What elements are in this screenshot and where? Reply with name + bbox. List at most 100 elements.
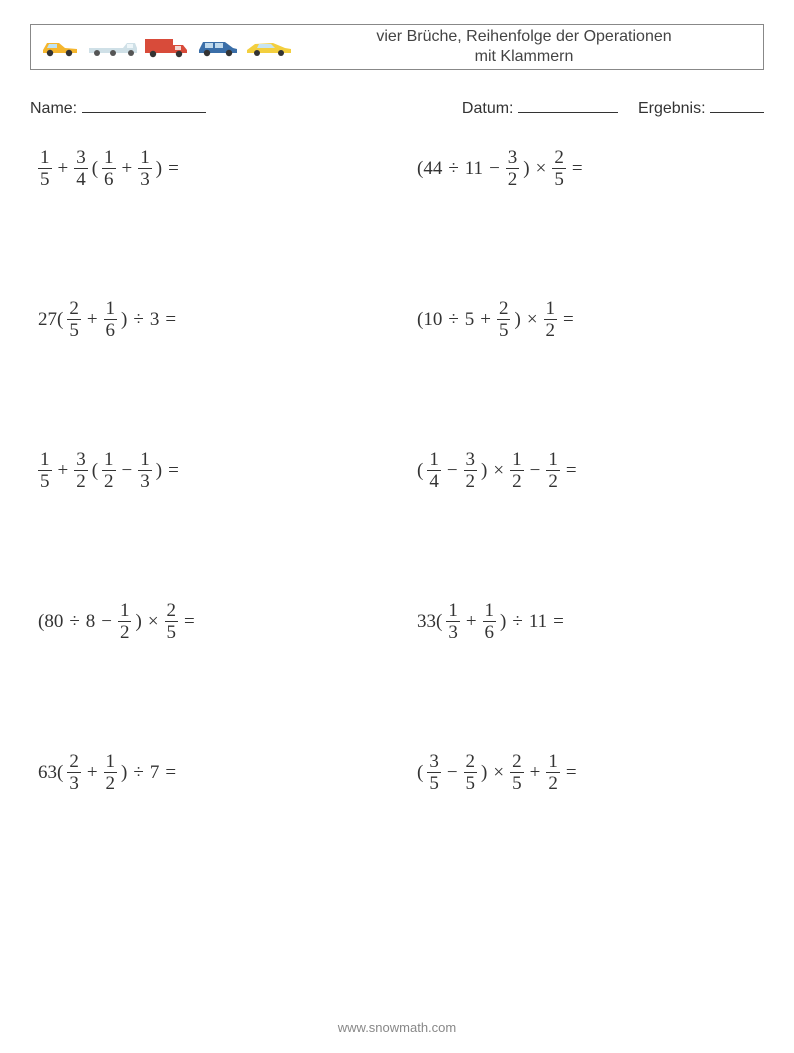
operator: + <box>530 762 541 784</box>
operator: + <box>87 309 98 331</box>
sportscar-icon <box>245 37 293 57</box>
token: 3 <box>150 309 160 331</box>
token: 8 <box>86 611 96 633</box>
fraction: 16 <box>102 148 116 189</box>
denominator: 2 <box>118 621 132 642</box>
token: (10 <box>417 309 442 331</box>
fraction: 25 <box>552 148 566 189</box>
vehicle-icons <box>39 35 293 59</box>
token: ) <box>121 309 127 331</box>
token: 7 <box>150 762 160 784</box>
numerator: 1 <box>510 450 524 470</box>
car-icon <box>39 36 83 58</box>
token: 27( <box>38 309 63 331</box>
title-line-1: vier Brüche, Reihenfolge der Operationen <box>299 27 749 47</box>
operator: = <box>566 460 577 482</box>
numerator: 1 <box>138 148 152 168</box>
denominator: 5 <box>67 319 81 340</box>
denominator: 2 <box>104 772 118 793</box>
denominator: 5 <box>38 168 52 189</box>
numerator: 2 <box>67 299 81 319</box>
operator: = <box>566 762 577 784</box>
numerator: 1 <box>38 450 52 470</box>
fraction: 12 <box>102 450 116 491</box>
problem-5: 15+32(12−13)= <box>36 450 375 491</box>
operator: ÷ <box>133 309 143 331</box>
operator: − <box>530 460 541 482</box>
fraction: 16 <box>104 299 118 340</box>
fraction: 12 <box>546 450 560 491</box>
name-label: Name: <box>30 100 77 117</box>
numerator: 1 <box>102 148 116 168</box>
fraction: 12 <box>544 299 558 340</box>
operator: − <box>489 158 500 180</box>
fraction: 25 <box>497 299 511 340</box>
problem-3: 27(25+16)÷3= <box>36 299 375 340</box>
numerator: 3 <box>427 752 441 772</box>
token: ( <box>92 158 98 180</box>
numerator: 1 <box>483 601 497 621</box>
numerator: 2 <box>510 752 524 772</box>
fraction: 15 <box>38 148 52 189</box>
operator: ÷ <box>133 762 143 784</box>
fraction: 12 <box>510 450 524 491</box>
footer-url: www.snowmath.com <box>0 1020 794 1035</box>
operator: = <box>165 762 176 784</box>
operator: = <box>553 611 564 633</box>
operator: ÷ <box>448 158 458 180</box>
numerator: 3 <box>464 450 478 470</box>
operator: × <box>148 611 159 633</box>
token: ) <box>500 611 506 633</box>
fraction: 13 <box>138 148 152 189</box>
numerator: 2 <box>67 752 81 772</box>
token: ) <box>481 460 487 482</box>
denominator: 5 <box>510 772 524 793</box>
numerator: 1 <box>104 299 118 319</box>
operator: = <box>572 158 583 180</box>
numerator: 1 <box>138 450 152 470</box>
fraction: 25 <box>67 299 81 340</box>
operator: − <box>101 611 112 633</box>
operator: + <box>87 762 98 784</box>
datum-label: Datum: <box>462 100 514 117</box>
suv-icon <box>195 36 241 58</box>
token: (44 <box>417 158 442 180</box>
problem-10: (35−25)×25+12= <box>415 752 754 793</box>
pickup-icon <box>87 36 139 58</box>
token: ( <box>417 460 423 482</box>
problem-1: 15+34(16+13)= <box>36 148 375 189</box>
operator: ÷ <box>448 309 458 331</box>
denominator: 5 <box>552 168 566 189</box>
name-blank[interactable] <box>82 96 206 113</box>
problem-8: 33(13+16)÷11= <box>415 601 754 642</box>
fraction: 25 <box>165 601 179 642</box>
fraction: 16 <box>483 601 497 642</box>
operator: = <box>168 460 179 482</box>
problem-6: (14−32)×12−12= <box>415 450 754 491</box>
token: ) <box>156 460 162 482</box>
fraction: 25 <box>510 752 524 793</box>
denominator: 3 <box>446 621 460 642</box>
operator: + <box>58 158 69 180</box>
denominator: 3 <box>138 470 152 491</box>
fraction: 12 <box>546 752 560 793</box>
numerator: 1 <box>546 450 560 470</box>
problem-7: (80÷8−12)×25= <box>36 601 375 642</box>
numerator: 1 <box>38 148 52 168</box>
denominator: 2 <box>506 168 520 189</box>
denominator: 5 <box>464 772 478 793</box>
ergebnis-blank[interactable] <box>710 96 764 113</box>
problem-4: (10÷5+25)×12= <box>415 299 754 340</box>
denominator: 2 <box>74 470 88 491</box>
fraction: 32 <box>74 450 88 491</box>
denominator: 6 <box>104 319 118 340</box>
denominator: 2 <box>510 470 524 491</box>
denominator: 6 <box>102 168 116 189</box>
denominator: 2 <box>546 772 560 793</box>
datum-blank[interactable] <box>518 96 618 113</box>
operator: ÷ <box>512 611 522 633</box>
token: 11 <box>529 611 547 633</box>
operator: = <box>563 309 574 331</box>
numerator: 1 <box>544 299 558 319</box>
problem-2: (44÷11−32)×25= <box>415 148 754 189</box>
